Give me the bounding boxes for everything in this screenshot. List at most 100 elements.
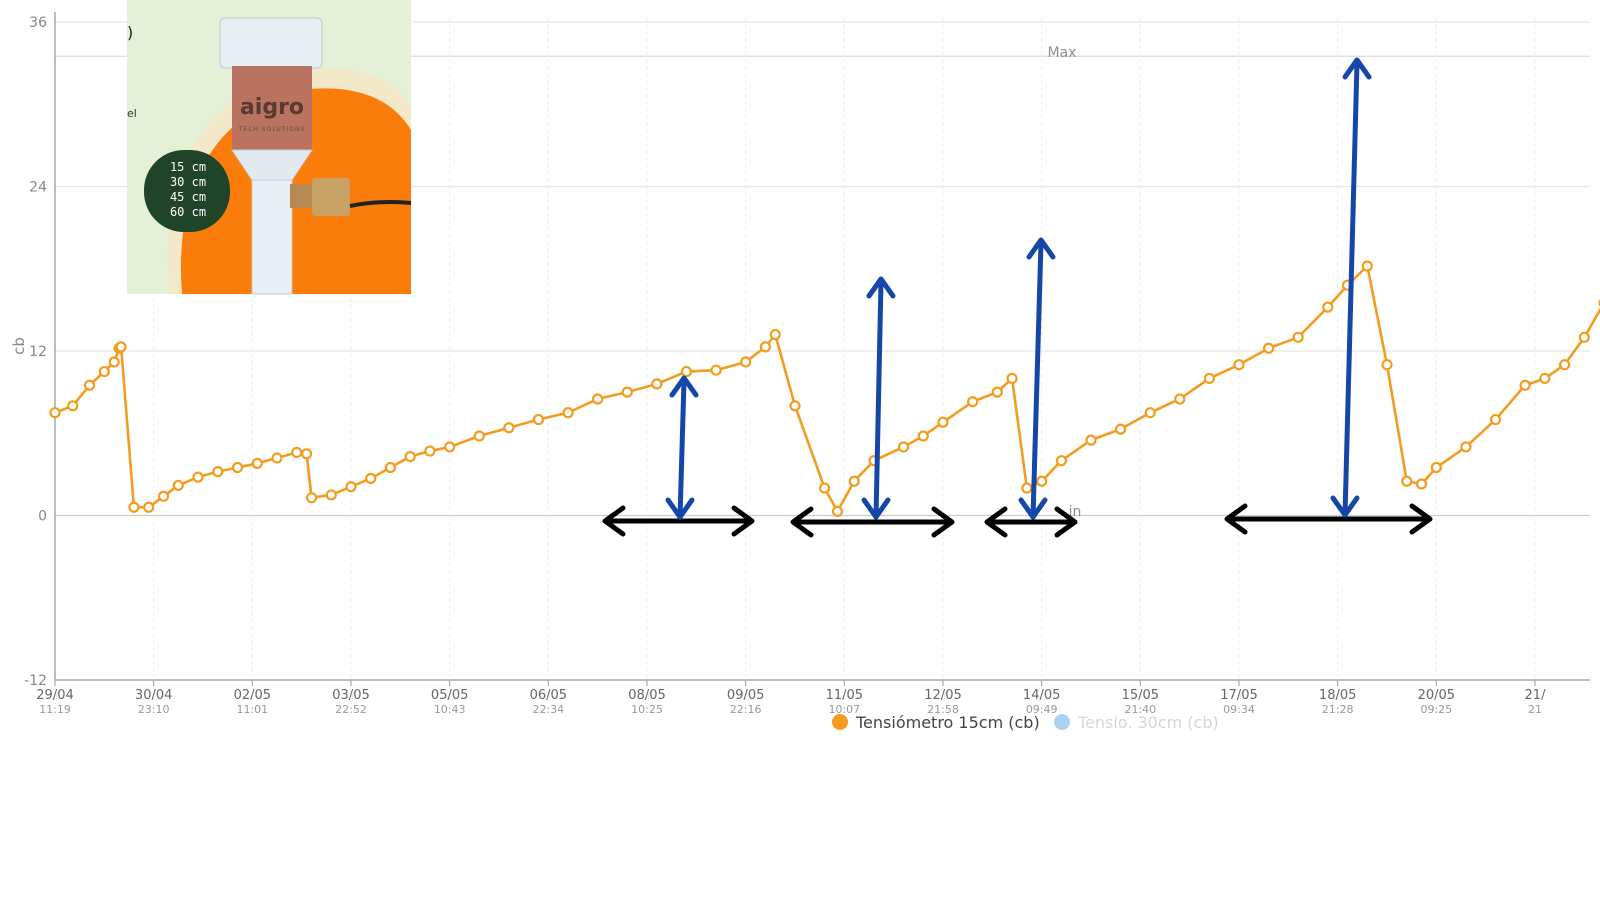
arrow-head-left [1224,503,1248,535]
arrow-head-bottom [1018,497,1048,520]
data-point [444,441,456,453]
data-point [1233,359,1245,371]
data-point [897,441,910,453]
x-tick-date: 30/04 [135,688,172,703]
horizontal-arrow [1224,503,1433,535]
data-point [562,407,574,419]
arrow-shaft [677,378,687,520]
y-tick-label: 36 [29,15,47,31]
legend-marker-30cm [1054,714,1070,730]
arrow-head-right [931,506,955,538]
y-tick-label: 12 [29,344,47,360]
vertical-arrow [1018,237,1056,520]
data-point [98,365,110,378]
data-point [1262,342,1275,354]
x-tick-date: 12/05 [924,688,961,703]
arrow-shaft [1030,240,1044,520]
data-point [305,492,318,504]
data-point [848,475,860,487]
legend: Tensiómetro 15cm (cb) Tensio. 30cm (cb) [832,713,1219,732]
data-point [291,446,303,459]
data-point [1489,413,1502,426]
data-point [473,430,485,442]
data-point [365,472,377,485]
data-point [384,461,397,474]
data-point [424,445,436,457]
data-point [1415,478,1428,490]
series-group [49,260,1600,517]
arrow-head-left [790,506,814,538]
data-point [1322,301,1334,313]
data-point [108,356,120,368]
data-point [789,400,801,412]
data-point [1460,441,1472,453]
x-tick-time: 22:52 [335,703,367,716]
data-point [1430,461,1442,474]
x-tick-date: 06/05 [530,688,567,703]
legend-item-tensio-30cm[interactable]: Tensio. 30cm (cb) [1054,713,1219,732]
x-tick-time: 21:28 [1322,703,1354,716]
depth-label-60: 60 cm [170,205,206,219]
data-point [1085,434,1097,446]
data-point [532,413,545,426]
data-point [212,466,224,478]
data-point [831,505,844,517]
arrow-head-bottom [861,497,891,520]
data-point [83,379,96,391]
data-point [759,341,772,353]
depth-label-30: 30 cm [170,175,206,189]
x-tick-date: 17/05 [1220,688,1257,703]
data-point [1578,331,1590,343]
x-tick-date: 21/ [1525,688,1547,703]
x-tick-date: 20/05 [1418,688,1455,703]
data-point [1203,372,1216,385]
max-annotation: Max [1048,45,1077,61]
data-point [1021,482,1033,494]
data-point [67,400,79,412]
arrow-head-bottom [1330,495,1360,518]
x-tick-time: 10:43 [434,703,466,716]
arrow-head-bottom [665,497,695,520]
data-point [1519,379,1531,391]
data-point [1558,359,1571,371]
arrow-head-left [984,506,1008,538]
x-tick-date: 11/05 [826,688,863,703]
inset-partial-text-2: el [127,107,137,120]
data-point [325,489,337,501]
vertical-arrow [861,276,896,520]
x-tick-time: 23:10 [138,703,170,716]
data-point [271,452,283,464]
vertical-arrow [665,375,699,520]
arrow-shaft [1342,60,1360,518]
x-tick-time: 10:07 [828,703,860,716]
data-point [966,396,979,408]
x-tick-date: 14/05 [1023,688,1060,703]
data-point [710,364,722,376]
x-tick-date: 18/05 [1319,688,1356,703]
data-point [1006,372,1018,385]
arrow-head-top [1342,57,1372,80]
legend-label-30cm: Tensio. 30cm (cb) [1077,713,1219,732]
data-point [301,448,313,460]
tensiometer-body [232,66,312,150]
data-point [157,490,170,502]
x-tick-time: 10:25 [631,703,663,716]
legend-item-tensiometro-15cm[interactable]: Tensiómetro 15cm (cb) [832,713,1040,732]
data-point [818,482,831,494]
arrow-head-right [1054,506,1078,538]
data-point [769,328,781,341]
data-point [1114,423,1127,435]
data-point [937,416,949,428]
arrow-annotations [602,57,1433,538]
brand-logo: aigro [240,95,304,120]
depth-label-15: 15 cm [170,160,206,174]
horizontal-arrow [790,506,955,538]
data-point [128,501,140,513]
x-tick-time: 09:49 [1026,703,1058,716]
x-tick-date: 29/04 [36,688,73,703]
data-point [1539,372,1551,385]
data-point [917,430,929,442]
x-tick-date: 15/05 [1122,688,1159,703]
brand-subtitle: TECH SOLUTIONS [238,126,306,133]
